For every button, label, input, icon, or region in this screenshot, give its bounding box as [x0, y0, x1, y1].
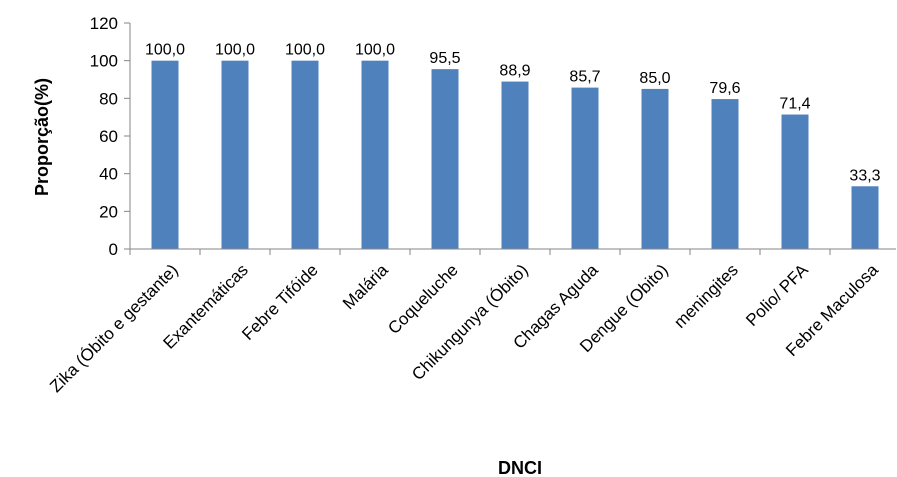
bar	[851, 186, 879, 249]
y-tick-label: 20	[99, 202, 118, 221]
bar	[641, 88, 669, 250]
data-labels: 100,0 100,0 100,0 100,0 95,5 88,9 85,7 85,0 79,6…	[145, 42, 881, 185]
bar	[571, 87, 599, 250]
bar	[291, 60, 319, 249]
data-label: 33,3	[849, 167, 880, 184]
x-category-label: meningites	[670, 260, 742, 332]
bar	[781, 114, 809, 249]
y-tick-label: 0	[109, 240, 118, 259]
data-label: 100,0	[215, 42, 255, 59]
data-label: 88,9	[499, 63, 530, 80]
y-axis-title: Proporção(%)	[32, 78, 52, 196]
data-label: 95,5	[429, 50, 460, 67]
data-label: 71,4	[779, 96, 810, 113]
data-label: 85,0	[639, 70, 670, 87]
y-tick-label: 120	[90, 14, 118, 33]
x-category-label: Chikungunya (Óbito)	[408, 260, 532, 384]
bar	[151, 60, 179, 249]
y-tick-label: 80	[99, 89, 118, 108]
bar	[361, 60, 389, 249]
x-axis-title: DNCI	[498, 458, 542, 477]
y-axis-ticks: 0 20 40 60 80 100 120	[90, 14, 130, 259]
bars	[151, 60, 879, 250]
x-axis-category-labels: Zika (Óbito e gestante)ExantemáticasFebr…	[46, 260, 882, 396]
x-category-label: Coqueluche	[384, 260, 462, 338]
data-label: 100,0	[285, 42, 325, 59]
x-category-label: Polio/ PFA	[742, 260, 812, 330]
data-label: 79,6	[709, 80, 740, 97]
y-tick-label: 100	[90, 52, 118, 71]
x-category-label: Zika (Óbito e gestante)	[46, 260, 182, 396]
data-label: 85,7	[569, 69, 600, 86]
bar	[431, 69, 459, 250]
y-tick-label: 40	[99, 165, 118, 184]
data-label: 100,0	[145, 42, 185, 59]
data-label: 100,0	[355, 42, 395, 59]
bar	[501, 81, 529, 250]
x-category-label: Malária	[339, 260, 392, 313]
bar	[221, 60, 249, 249]
y-tick-label: 60	[99, 127, 118, 146]
bar	[711, 99, 739, 249]
x-axis-ticks	[129, 249, 831, 255]
